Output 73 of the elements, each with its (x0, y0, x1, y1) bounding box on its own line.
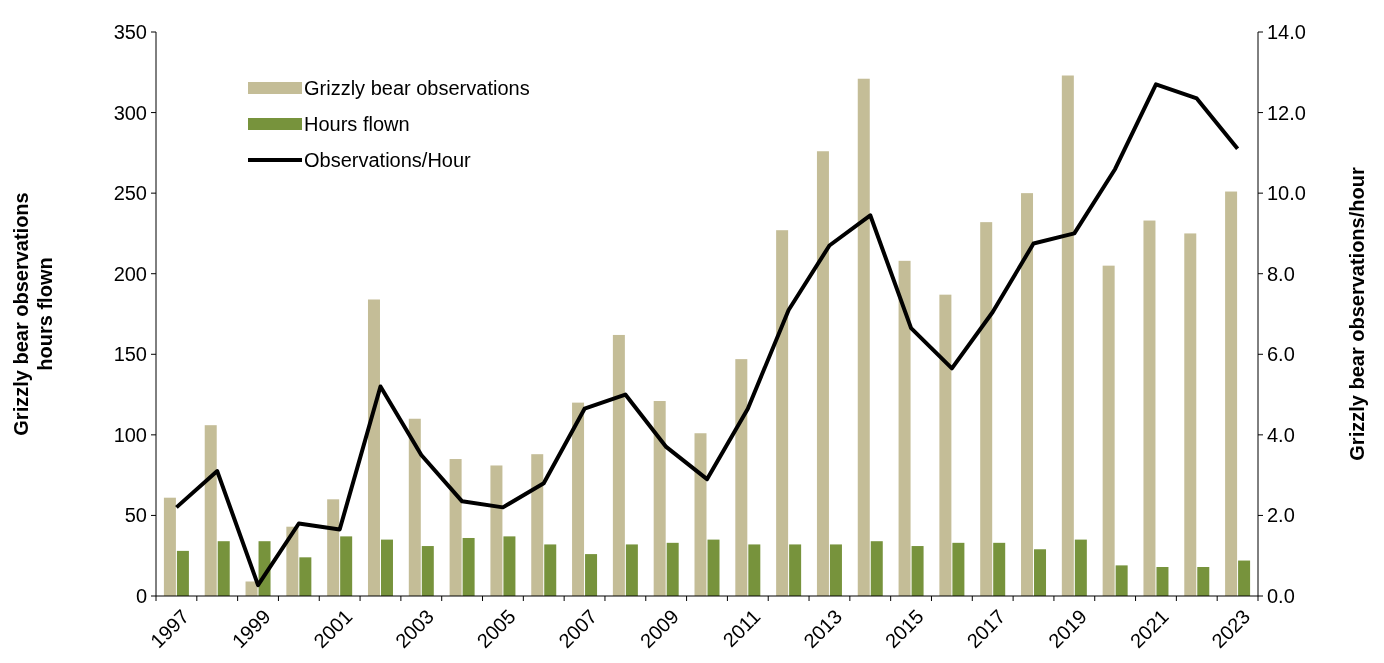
bar (776, 230, 789, 596)
y-tick-label: 100 (113, 423, 147, 446)
bar (204, 425, 217, 596)
bar (217, 541, 230, 596)
legend-label: Hours flown (304, 113, 410, 135)
bar (653, 401, 666, 596)
y2-axis-title: Grizzly bear observations/hour (1346, 167, 1368, 461)
bar (735, 359, 748, 596)
legend-label: Observations/Hour (304, 149, 472, 171)
bar (870, 541, 883, 596)
bar (163, 497, 176, 596)
y2-tick-label: 12.0 (1267, 101, 1306, 124)
y-tick-label: 250 (113, 182, 147, 205)
bar (694, 433, 707, 596)
bar (421, 546, 434, 596)
bar (1238, 560, 1251, 596)
bar (1102, 265, 1115, 596)
y2-tick-label: 14.0 (1267, 21, 1306, 43)
bar (1074, 539, 1087, 596)
y2-tick-label: 4.0 (1267, 423, 1295, 446)
bar (625, 544, 638, 596)
bar (707, 539, 720, 596)
bar (829, 544, 842, 596)
bar (1021, 193, 1034, 596)
bar (1184, 233, 1197, 596)
bar (544, 544, 557, 596)
y2-tick-label: 2.0 (1267, 504, 1295, 527)
y-tick-label: 300 (113, 101, 147, 124)
bar (898, 260, 911, 596)
bar (462, 537, 475, 596)
bar (666, 542, 679, 596)
line-series (174, 82, 1240, 588)
bar (816, 151, 829, 596)
bar (1034, 549, 1047, 596)
bar (299, 557, 312, 596)
y2-tick-label: 10.0 (1267, 182, 1306, 205)
bar (857, 78, 870, 596)
bar (1197, 566, 1210, 596)
bar (490, 465, 503, 596)
legend-label: Grizzly bear observations (304, 77, 530, 99)
bar (176, 550, 189, 596)
bar (748, 544, 761, 596)
bar (408, 418, 421, 596)
bar (1061, 75, 1074, 596)
bar (367, 299, 380, 596)
bar (380, 539, 393, 596)
y2-tick-label: 0.0 (1267, 585, 1295, 607)
bar (952, 542, 965, 596)
bar (531, 454, 544, 596)
y-axis-title: Grizzly bear observations hours flown (10, 192, 56, 436)
y2-tick-label: 6.0 (1267, 343, 1295, 366)
y-tick-label: 150 (113, 343, 147, 366)
bar (327, 499, 340, 596)
bar (340, 536, 353, 596)
bar (449, 459, 462, 596)
y-tick-label: 0 (135, 585, 147, 607)
bar (1156, 566, 1169, 596)
bar (980, 222, 993, 596)
bar (789, 544, 802, 596)
bar (1143, 220, 1156, 596)
y-tick-label: 350 (113, 21, 147, 43)
y2-tick-label: 8.0 (1267, 262, 1295, 285)
bar (993, 542, 1006, 596)
bar (911, 546, 924, 596)
y-tick-label: 50 (124, 504, 147, 527)
y-tick-label: 200 (113, 262, 147, 285)
bar (1115, 565, 1128, 596)
bar (572, 402, 585, 596)
bar (939, 294, 952, 596)
bar (503, 536, 516, 596)
bar (585, 554, 598, 596)
bar (612, 334, 625, 596)
bar (1225, 191, 1238, 596)
